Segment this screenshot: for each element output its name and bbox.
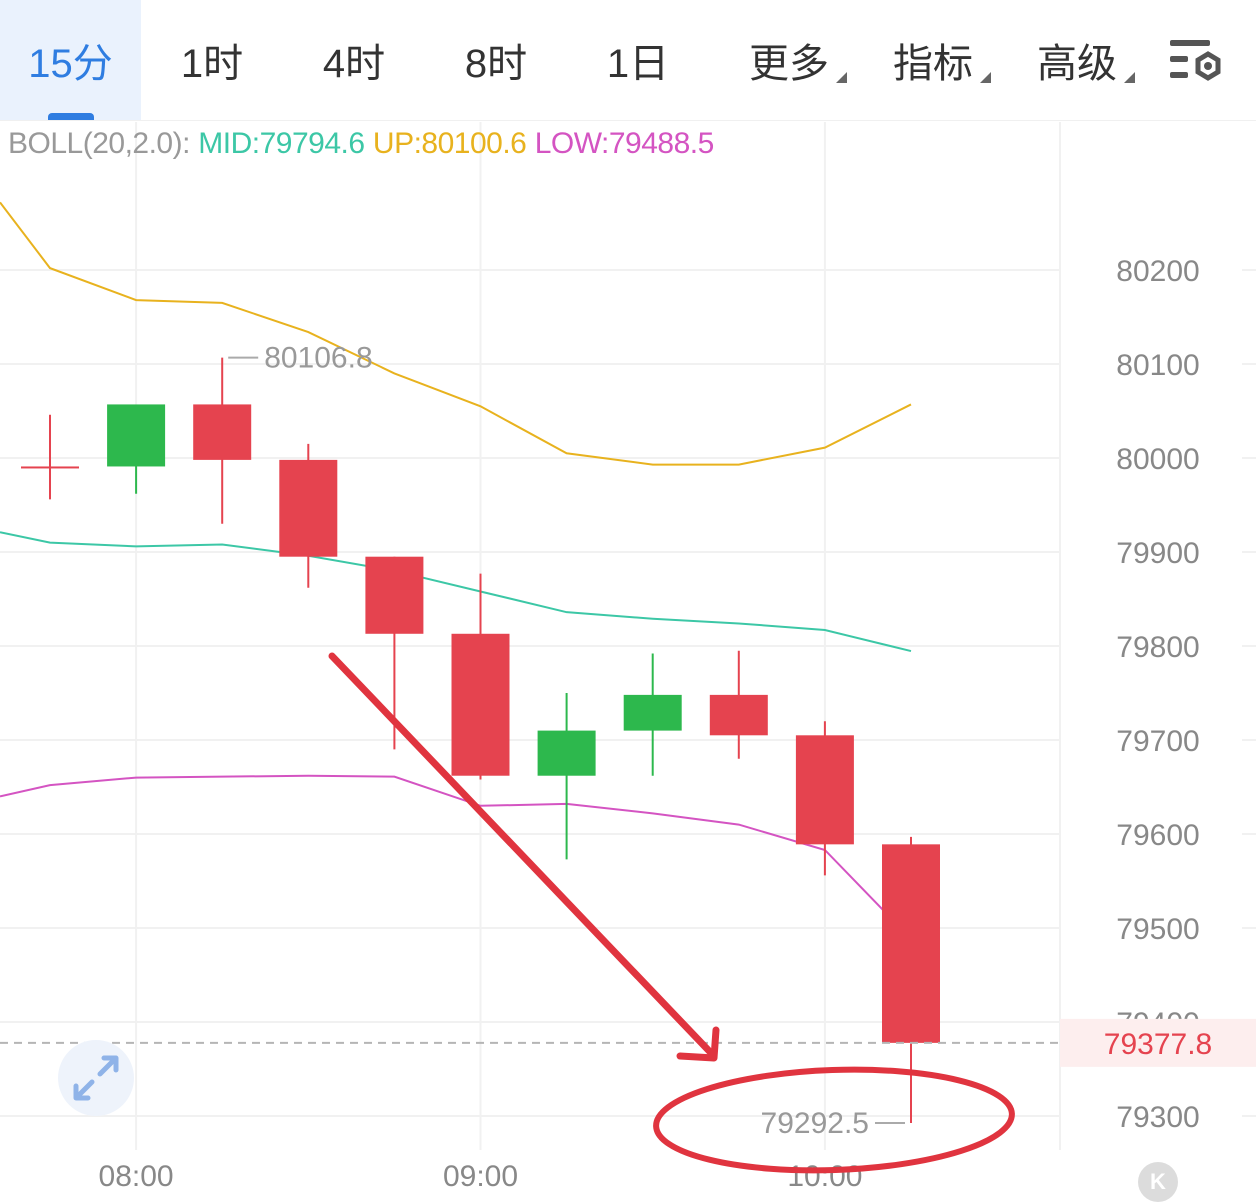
boll-low-line	[0, 774, 912, 940]
y-tick-label: 79700	[1116, 725, 1199, 758]
chart-labels: 7930079400795007960079700798007990080000…	[0, 255, 1256, 1193]
timeframe-tab-bar: 15分 1时 4时 8时 1日 更多 指标 高级	[0, 0, 1256, 121]
last-price-tag: 79377.8	[1104, 1028, 1212, 1061]
tab-label: 指标	[893, 42, 973, 86]
low-price-label: 79292.5	[761, 1107, 869, 1140]
candle	[882, 836, 940, 1124]
y-tick-label: 79600	[1116, 819, 1199, 852]
candle-body	[537, 730, 596, 776]
candle	[451, 573, 510, 780]
annotation-circle	[653, 1066, 1015, 1174]
caret-down-icon	[1124, 72, 1135, 83]
y-tick-label: 80100	[1116, 349, 1199, 382]
tab-4h[interactable]: 4时	[283, 0, 425, 120]
fullscreen-button[interactable]	[58, 1040, 134, 1116]
y-tick-label: 79300	[1116, 1101, 1199, 1134]
candle	[279, 443, 338, 588]
candle-body	[709, 694, 768, 736]
y-tick-label: 79800	[1116, 631, 1199, 664]
tab-8h[interactable]: 8时	[425, 0, 567, 120]
boll-name: BOLL(20,2.0):	[8, 127, 190, 160]
boll-low-value: LOW:79488.5	[534, 127, 715, 160]
boll-mid-line	[0, 531, 912, 653]
candle-body	[795, 735, 854, 845]
skip-back-icon: K	[1150, 1169, 1166, 1194]
tab-1d[interactable]: 1日	[567, 0, 709, 120]
tab-label: 1日	[606, 42, 670, 86]
tab-label: 4时	[322, 42, 386, 86]
tab-indicators[interactable]: 指标	[868, 0, 998, 120]
bollinger-bands	[0, 201, 912, 940]
y-tick-label: 79500	[1116, 913, 1199, 946]
tab-label: 15分	[28, 42, 113, 86]
candle	[193, 357, 252, 524]
tab-label: 1时	[180, 42, 244, 86]
red-annotation	[328, 652, 1015, 1174]
tab-label: 8时	[464, 42, 528, 86]
caret-down-icon	[836, 72, 847, 83]
candle-body	[21, 466, 79, 469]
y-tick-label: 79900	[1116, 537, 1199, 570]
boll-up-value: UP:80100.6	[372, 127, 527, 160]
candle-body	[623, 694, 682, 731]
annotation-arrow-shaft	[328, 652, 716, 1058]
boll-indicator-readout: BOLL(20,2.0): MID:79794.6 UP:80100.6 LOW…	[8, 122, 714, 166]
tab-advanced[interactable]: 高级	[1012, 0, 1142, 120]
caret-down-icon	[980, 72, 991, 83]
candle-body	[279, 459, 338, 557]
y-tick-label: 80200	[1116, 255, 1199, 288]
candle-body	[193, 404, 252, 460]
candle	[623, 653, 682, 776]
candle	[537, 693, 596, 860]
candle	[795, 721, 854, 876]
scroll-to-latest-button[interactable]: K	[1138, 1162, 1178, 1202]
tab-label: 更多	[749, 42, 829, 86]
candle-body	[107, 404, 166, 467]
candle	[365, 556, 424, 750]
annotation-arrow-head	[676, 1026, 720, 1062]
expand-arrows-icon	[73, 1055, 119, 1101]
candles	[21, 357, 940, 1124]
x-tick-label: 10:00	[787, 1160, 862, 1193]
x-tick-label: 08:00	[99, 1160, 174, 1193]
high-price-label: 80106.8	[264, 342, 372, 375]
tab-label: 高级	[1037, 42, 1117, 86]
candle	[21, 414, 79, 500]
candle	[107, 404, 166, 494]
chart-settings-button[interactable]	[1166, 36, 1226, 88]
candle-body	[365, 556, 424, 634]
candle-body	[451, 633, 510, 776]
candle	[709, 650, 768, 759]
tab-15m[interactable]: 15分	[0, 0, 141, 120]
active-tab-indicator	[47, 113, 94, 120]
y-tick-label: 80000	[1116, 443, 1199, 476]
chart-settings-icon	[1170, 40, 1221, 81]
tab-more[interactable]: 更多	[724, 0, 854, 120]
boll-mid-value: MID:79794.6	[198, 127, 365, 160]
boll-up-line	[0, 201, 912, 466]
x-tick-label: 09:00	[443, 1160, 518, 1193]
candle-body	[882, 844, 940, 1043]
tab-1h[interactable]: 1时	[141, 0, 283, 120]
grid-lines	[0, 122, 1256, 1150]
last-price-tag-bg	[1060, 1018, 1256, 1067]
